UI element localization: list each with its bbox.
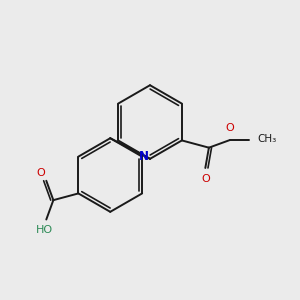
Text: N: N <box>139 150 148 163</box>
Text: HO: HO <box>36 225 53 235</box>
Text: CH₃: CH₃ <box>257 134 276 144</box>
Text: O: O <box>37 168 45 178</box>
Text: O: O <box>202 174 210 184</box>
Text: O: O <box>225 123 234 133</box>
